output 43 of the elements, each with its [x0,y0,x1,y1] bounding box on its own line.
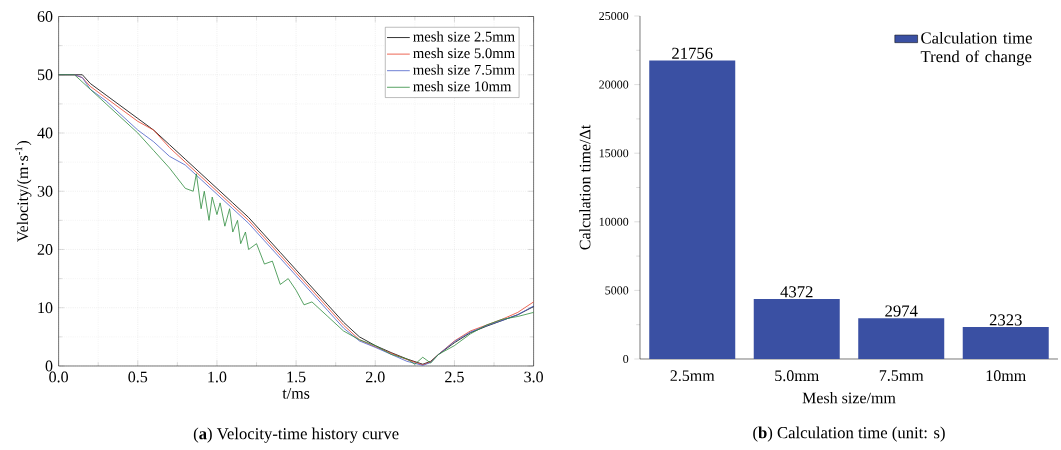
legend-label: mesh size 10mm [413,81,512,92]
x-tick-label: 1.0 [208,371,227,383]
y-axis-title: Calculation time/Δt [579,124,591,250]
x-tick-label: 3.0 [524,371,543,383]
x-tick-label: 5.0mm [775,370,819,382]
y-tick-label: 10 [38,302,53,314]
x-tick-label: 7.5mm [879,370,924,381]
legend-label: Calculation time Trend of change [920,31,1032,66]
legend-label: mesh size 7.5mm [413,64,515,75]
y-tick-label: 60 [37,11,53,22]
x-tick-label: 0.0 [49,371,68,383]
y-tick-label: 20 [37,244,53,255]
text: (a) Velocity-time history curve [193,427,399,443]
data-label: 4372 [780,286,813,298]
y-tick-label: 50 [37,69,53,81]
x-axis-title: t/ms [282,388,310,399]
y-tick-label: 10000 [599,217,629,226]
x-tick-label: 2.5 [445,371,464,383]
data-label: 21756 [672,47,713,59]
bar [649,60,736,359]
y-axis-title: Velocity/(m·s$^{-1}$) [15,140,32,243]
legend-label: mesh size 2.5mm [413,31,515,42]
data-label: 2974 [885,305,918,317]
y-tick-label: 5000 [605,286,629,295]
y-tick-label: 15000 [599,149,629,158]
y-tick-label: 30 [37,185,53,197]
x-tick-label: 2.5mm [670,370,715,382]
x-tick-label: 2.0 [365,371,385,383]
x-axis-title: Mesh size/mm [802,392,896,404]
legend-label: mesh size 5.0mm [413,47,515,59]
x-tick-label: 0.5 [128,371,148,383]
bar [962,327,1049,359]
y-tick-label: 0 [45,360,53,372]
text: (b) Calculation time (unit: s) [753,426,945,442]
x-tick-label: 1.5 [287,371,306,383]
y-tick-label: 0 [623,354,629,364]
bar [753,299,840,359]
x-tick-label: 10mm [986,370,1026,382]
y-tick-label: 25000 [599,11,629,21]
y-tick-label: 20000 [599,80,629,89]
y-tick-label: 40 [37,127,53,139]
bar [858,318,945,359]
data-label: 2323 [989,314,1022,326]
